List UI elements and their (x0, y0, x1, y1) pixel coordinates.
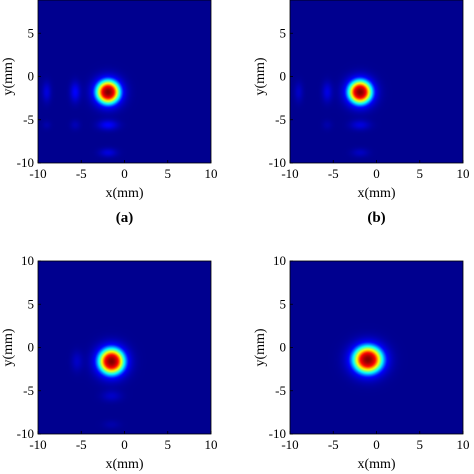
x-tick-label: 5 (165, 437, 172, 452)
y-axis-label: y(mm) (1, 328, 16, 366)
heatmap-image (290, 261, 463, 434)
y-tick-label: -10 (269, 426, 286, 441)
heatmap-image (290, 0, 463, 163)
y-tick-label: -10 (269, 155, 286, 170)
y-tick-label: -5 (23, 383, 34, 398)
y-tick-label: 5 (280, 25, 287, 40)
y-axis-label: y(mm) (253, 328, 268, 366)
x-tick-label: 0 (373, 166, 380, 181)
y-tick-label: 0 (28, 340, 35, 355)
x-axis-label: x(mm) (105, 186, 143, 201)
x-tick-label: 10 (457, 437, 470, 452)
x-tick-label: 10 (457, 166, 470, 181)
x-tick-label: 10 (205, 166, 218, 181)
panel-label: (b) (367, 210, 385, 226)
y-tick-label: -5 (23, 112, 34, 127)
y-tick-label: 0 (28, 69, 35, 84)
y-tick-label: 5 (28, 296, 35, 311)
y-tick-label: 5 (28, 25, 35, 40)
heatmap-image (38, 261, 211, 434)
y-tick-label: 5 (280, 296, 287, 311)
x-tick-label: -5 (328, 166, 339, 181)
x-tick-label: -5 (328, 437, 339, 452)
x-tick-label: 5 (417, 166, 424, 181)
heatmap-image (38, 0, 211, 163)
y-tick-label: 0 (280, 340, 287, 355)
y-axis-label: y(mm) (253, 57, 268, 95)
y-tick-label: -5 (275, 383, 286, 398)
x-axis-label: x(mm) (105, 457, 143, 472)
x-tick-label: 5 (165, 166, 172, 181)
panel-3: -10 -5 0 5 10 -10 -5 0 5 10 x(mm) y(mm) (1, 253, 218, 472)
x-tick-label: 0 (121, 166, 128, 181)
x-tick-label: 5 (417, 437, 424, 452)
y-axis-label: y(mm) (1, 57, 16, 95)
y-tick-label: 10 (21, 253, 34, 268)
x-tick-label: -10 (29, 166, 46, 181)
x-tick-label: -5 (76, 437, 87, 452)
x-axis-label: x(mm) (357, 186, 395, 201)
x-tick-label: -10 (281, 437, 298, 452)
panel-4: -10 -5 0 5 10 -10 -5 0 5 10 x(mm) y(mm) (253, 253, 470, 472)
y-tick-label: 0 (280, 69, 287, 84)
y-tick-label: -5 (275, 112, 286, 127)
x-tick-label: -10 (281, 166, 298, 181)
y-tick-label: 10 (273, 253, 286, 268)
x-tick-label: 0 (373, 437, 380, 452)
x-axis-label: x(mm) (357, 457, 395, 472)
panel-1: -10 -5 0 5 10 -10 -5 0 5 x(mm) y(mm) (a) (1, 0, 218, 226)
panel-2: -10 -5 0 5 10 -10 -5 0 5 x(mm) y(mm) (b) (253, 0, 470, 226)
panel-label: (a) (116, 210, 134, 226)
x-tick-label: 0 (121, 437, 128, 452)
y-tick-label: -10 (17, 155, 34, 170)
x-tick-label: -5 (76, 166, 87, 181)
x-tick-label: 10 (205, 437, 218, 452)
y-tick-label: -10 (17, 426, 34, 441)
x-tick-label: -10 (29, 437, 46, 452)
